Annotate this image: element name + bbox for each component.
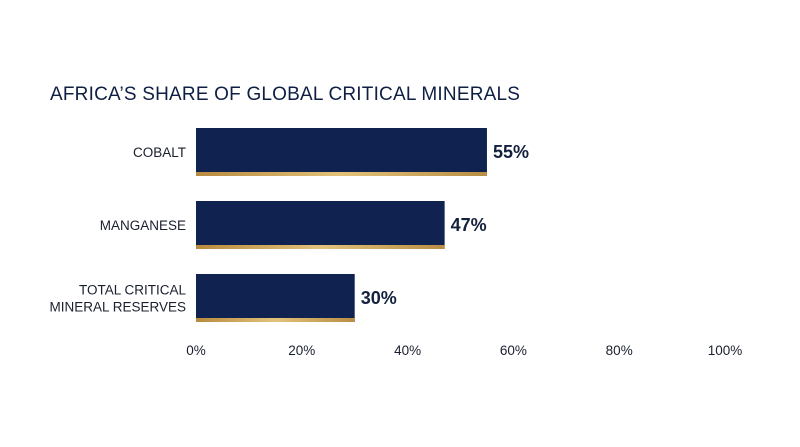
value-label-1: 47% [451, 215, 487, 235]
bar-2 [196, 274, 355, 322]
value-label-2: 30% [361, 288, 397, 308]
x-tick-label-2: 40% [394, 343, 421, 358]
bar-0 [196, 128, 487, 176]
value-label-0: 55% [493, 142, 529, 162]
chart-title: AFRICA’S SHARE OF GLOBAL CRITICAL MINERA… [50, 84, 521, 105]
bar-accent-0 [196, 172, 487, 176]
x-tick-label-3: 60% [500, 343, 527, 358]
x-tick-label-4: 80% [606, 343, 633, 358]
x-tick-label-5: 100% [708, 343, 743, 358]
x-tick-label-0: 0% [186, 343, 206, 358]
x-tick-label-1: 20% [288, 343, 315, 358]
category-label-2-0: TOTAL CRITICAL [79, 283, 187, 298]
bar-1 [196, 201, 445, 249]
x-axis-ticks: 0% 20% 40% 60% 80% 100% [186, 343, 742, 358]
category-label-0-0: COBALT [133, 145, 186, 160]
bar-accent-2 [196, 318, 355, 322]
bars-group: 55% COBALT 47% MANGANESE 30% TOTAL CRITICAL MI… [49, 128, 529, 322]
category-label-1-0: MANGANESE [100, 218, 186, 233]
category-label-2-1: MINERAL RESERVES [49, 300, 186, 315]
bar-accent-1 [196, 245, 445, 249]
